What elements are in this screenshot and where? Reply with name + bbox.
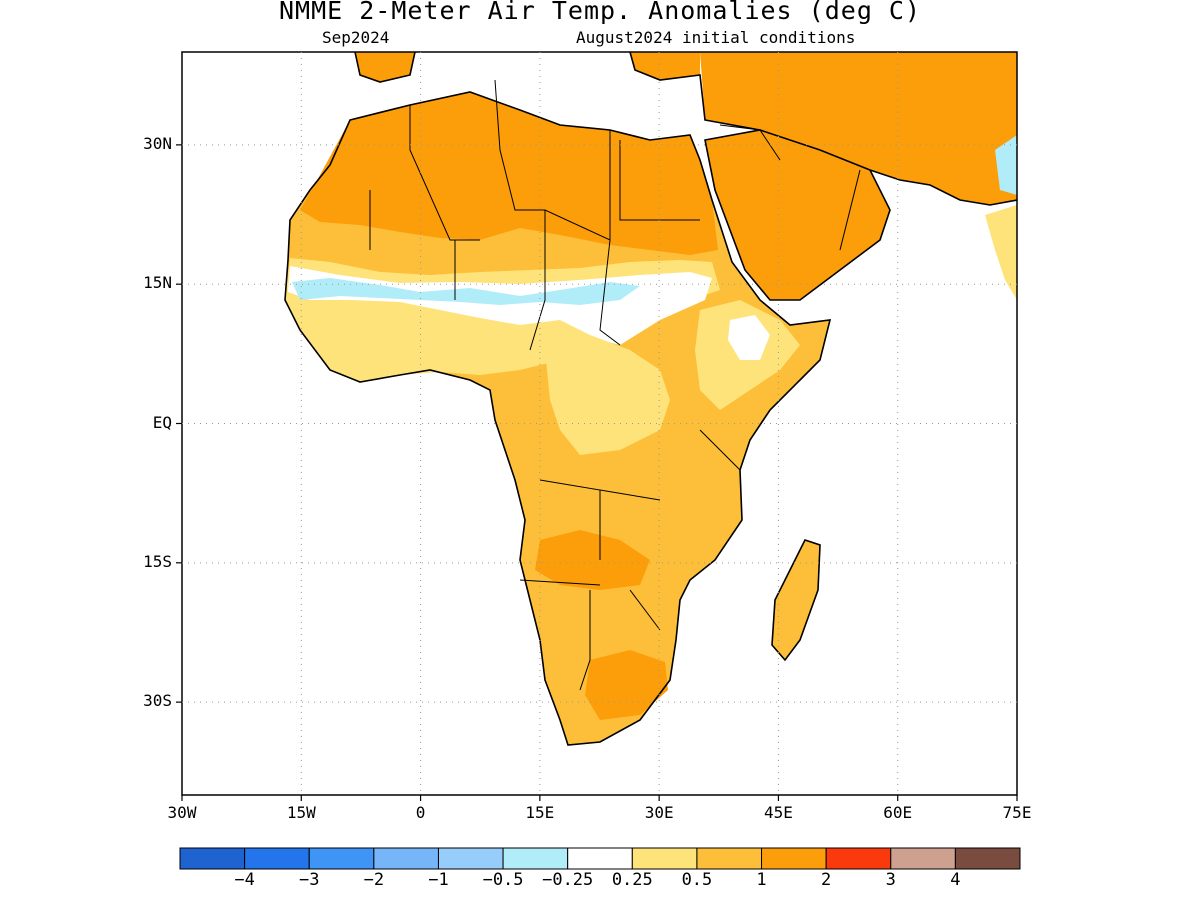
colorbar-swatch <box>761 847 827 870</box>
sahara-strong-anomaly <box>300 92 718 255</box>
lon-tick-label: 75E <box>1002 803 1032 822</box>
lat-tick-label: 30N <box>143 133 172 153</box>
sahel-negative-anomaly <box>292 278 640 305</box>
turkey-fringe <box>630 52 700 80</box>
arabia-coastline <box>704 129 891 301</box>
colorbar-label: 3 <box>885 870 896 890</box>
colorbar-swatch <box>696 847 763 870</box>
south-africa-strong-anomaly <box>585 650 668 720</box>
colorbar-label: −1 <box>428 870 449 890</box>
forecast-month: Sep2024 <box>322 28 390 47</box>
colorbar-swatch <box>308 847 375 870</box>
lat-tick-label: 30S <box>143 691 172 711</box>
middle-east-landmass <box>700 52 1017 205</box>
colorbar-swatch <box>631 847 698 870</box>
lat-tick-label: 15S <box>143 551 172 571</box>
colorbar-label: −3 <box>298 870 320 890</box>
africa-coastline <box>284 91 832 746</box>
europe-fringe <box>355 52 415 82</box>
india-fringe <box>985 205 1017 300</box>
map-title: NMME 2-Meter Air Temp. Anomalies (deg C) <box>278 0 922 25</box>
ethiopia-neutral <box>728 315 770 360</box>
lon-tick-label: 30E <box>644 803 674 822</box>
lon-tick-label: 30W <box>167 803 197 822</box>
colorbar-swatch <box>244 847 310 870</box>
axis-ticks <box>176 144 1018 801</box>
central-africa-weak-anomaly <box>545 335 670 455</box>
country-borders <box>369 79 861 691</box>
colorbar-swatch <box>502 847 569 870</box>
colorbar <box>179 847 1021 870</box>
arabia-landmass <box>705 130 890 300</box>
colorbar-swatch <box>954 847 1021 870</box>
lat-tick-label: EQ <box>152 412 172 432</box>
colorbar-label: 2 <box>821 870 832 890</box>
colorbar-label: −2 <box>363 870 385 890</box>
southern-africa-strong-anomaly <box>535 530 650 590</box>
pakistan-negative <box>995 135 1017 195</box>
lon-tick-label: 0 <box>415 803 426 822</box>
lat-tick-label: 15N <box>143 273 172 293</box>
madagascar <box>772 540 820 660</box>
mediterranean-north-coast <box>354 52 1017 206</box>
colorbar-swatch <box>373 847 439 870</box>
colorbar-label: 1 <box>756 870 767 890</box>
colorbar-swatch <box>437 847 504 870</box>
lon-tick-label: 45E <box>763 803 793 822</box>
colorbar-label: 0.25 <box>611 870 653 890</box>
colorbar-label: −4 <box>234 870 255 890</box>
anomaly-field <box>285 52 1017 745</box>
madagascar-coastline <box>771 539 821 662</box>
colorbar-swatch <box>179 847 246 870</box>
coastlines <box>284 52 1017 746</box>
lon-tick-label: 15W <box>286 803 316 822</box>
lon-tick-label: 60E <box>883 803 913 822</box>
colorbar-label: −0.5 <box>482 870 524 890</box>
colorbar-swatch <box>567 847 633 870</box>
initial-conditions: August2024 initial conditions <box>576 28 856 47</box>
colorbar-label: 0.5 <box>681 870 713 890</box>
colorbar-swatch <box>825 847 892 870</box>
colorbar-label: −0.25 <box>542 870 594 890</box>
colorbar-label: 4 <box>950 870 961 890</box>
colorbar-swatch <box>890 847 956 870</box>
lon-tick-label: 15E <box>525 803 555 822</box>
